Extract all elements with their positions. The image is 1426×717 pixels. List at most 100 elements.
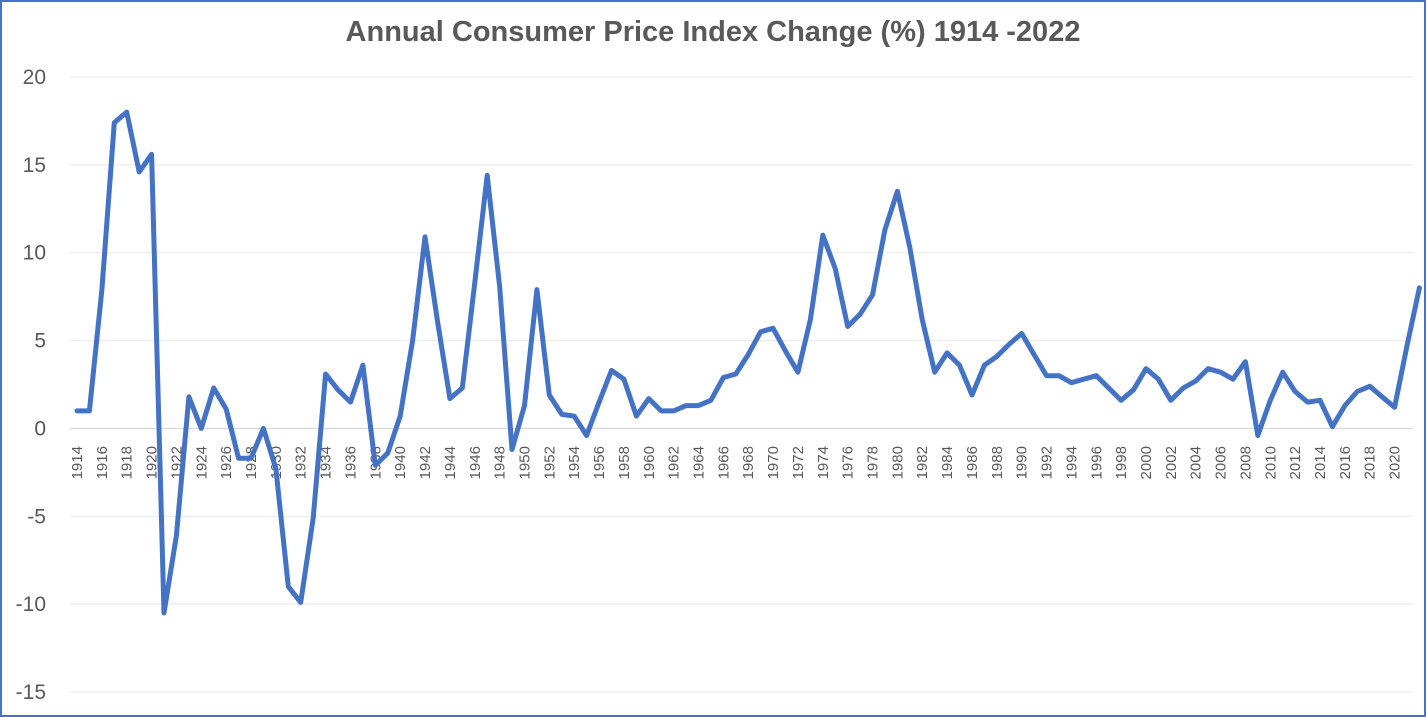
data-point	[560, 412, 564, 416]
x-tick-label: 1914	[69, 446, 86, 479]
data-point	[1256, 433, 1260, 437]
data-point	[1032, 353, 1036, 357]
data-point	[659, 409, 663, 413]
x-tick-label: 1998	[1113, 446, 1130, 479]
data-point	[274, 467, 278, 471]
data-point	[1020, 332, 1024, 336]
x-tick-label: 2002	[1163, 446, 1180, 479]
x-tick-label: 1972	[790, 446, 807, 479]
y-tick-label: -10	[16, 593, 46, 616]
data-point	[572, 414, 576, 418]
data-point	[609, 368, 613, 372]
x-tick-label: 2000	[1138, 446, 1155, 479]
x-tick-label: 1974	[815, 446, 832, 479]
x-tick-label: 1996	[1088, 446, 1105, 479]
x-tick-label: 1926	[218, 446, 235, 479]
data-point	[634, 414, 638, 418]
data-point	[261, 426, 265, 430]
data-point	[100, 288, 104, 292]
data-point	[1368, 384, 1372, 388]
x-tick-label: 1986	[964, 446, 981, 479]
data-point	[1144, 367, 1148, 371]
data-point	[75, 409, 79, 413]
data-point	[1231, 377, 1235, 381]
data-point	[871, 293, 875, 297]
data-point	[808, 317, 812, 321]
data-point	[498, 284, 502, 288]
x-tick-label: 1990	[1014, 446, 1031, 479]
data-point	[1380, 395, 1384, 399]
x-tick-label: 1968	[740, 446, 757, 479]
data-point	[796, 370, 800, 374]
data-point	[784, 349, 788, 353]
y-tick-label: 5	[34, 330, 46, 353]
x-tick-label: 2018	[1362, 446, 1379, 479]
data-point	[1094, 374, 1098, 378]
data-point	[1219, 370, 1223, 374]
y-tick-label: 15	[23, 154, 46, 177]
data-point	[1417, 286, 1421, 290]
data-point	[846, 325, 850, 329]
x-tick-label: 1936	[342, 446, 359, 479]
data-point	[1206, 367, 1210, 371]
x-tick-label: 1952	[541, 446, 558, 479]
data-point	[535, 288, 539, 292]
x-tick-label: 1984	[939, 446, 956, 479]
data-point	[1405, 344, 1409, 348]
x-tick-label: 1962	[666, 446, 683, 479]
data-point	[970, 393, 974, 397]
y-tick-label: -15	[16, 681, 46, 704]
data-point	[373, 463, 377, 467]
data-point	[386, 451, 390, 455]
data-point	[622, 377, 626, 381]
x-tick-label: 2020	[1387, 446, 1404, 479]
data-point	[199, 426, 203, 430]
x-tick-label: 1982	[914, 446, 931, 479]
x-tick-label: 1988	[989, 446, 1006, 479]
data-point	[125, 110, 129, 114]
data-point	[1393, 405, 1397, 409]
x-tick-label: 1954	[566, 446, 583, 479]
data-point	[1268, 398, 1272, 402]
data-point	[1057, 374, 1061, 378]
data-point	[1318, 398, 1322, 402]
data-point	[87, 409, 91, 413]
x-tick-label: 1980	[889, 446, 906, 479]
data-point	[398, 414, 402, 418]
data-point	[746, 353, 750, 357]
data-point	[522, 404, 526, 408]
data-point	[1069, 381, 1073, 385]
x-tick-label: 1976	[840, 446, 857, 479]
data-point	[547, 393, 551, 397]
data-point	[647, 397, 651, 401]
x-tick-label: 1916	[94, 446, 111, 479]
data-point	[1082, 377, 1086, 381]
data-point	[162, 611, 166, 615]
data-point	[995, 354, 999, 358]
data-point	[771, 326, 775, 330]
data-point	[1343, 404, 1347, 408]
data-point	[1119, 398, 1123, 402]
data-point	[473, 281, 477, 285]
data-point	[1330, 425, 1334, 429]
x-tick-label: 1956	[591, 446, 608, 479]
data-point	[237, 456, 241, 460]
x-tick-label: 1948	[492, 446, 509, 479]
data-point	[858, 312, 862, 316]
x-tick-label: 1950	[516, 446, 533, 479]
y-tick-label: 0	[34, 417, 46, 440]
data-point	[485, 173, 489, 177]
x-tick-label: 1934	[318, 446, 335, 479]
data-point	[1169, 398, 1173, 402]
data-point	[883, 228, 887, 232]
data-point	[895, 189, 899, 193]
x-tick-label: 1924	[193, 446, 210, 479]
data-point	[174, 534, 178, 538]
x-tick-label: 1978	[865, 446, 882, 479]
data-point	[908, 245, 912, 249]
x-tick-label: 1918	[119, 446, 136, 479]
data-point	[460, 386, 464, 390]
data-point	[734, 372, 738, 376]
x-tick-label: 1966	[715, 446, 732, 479]
